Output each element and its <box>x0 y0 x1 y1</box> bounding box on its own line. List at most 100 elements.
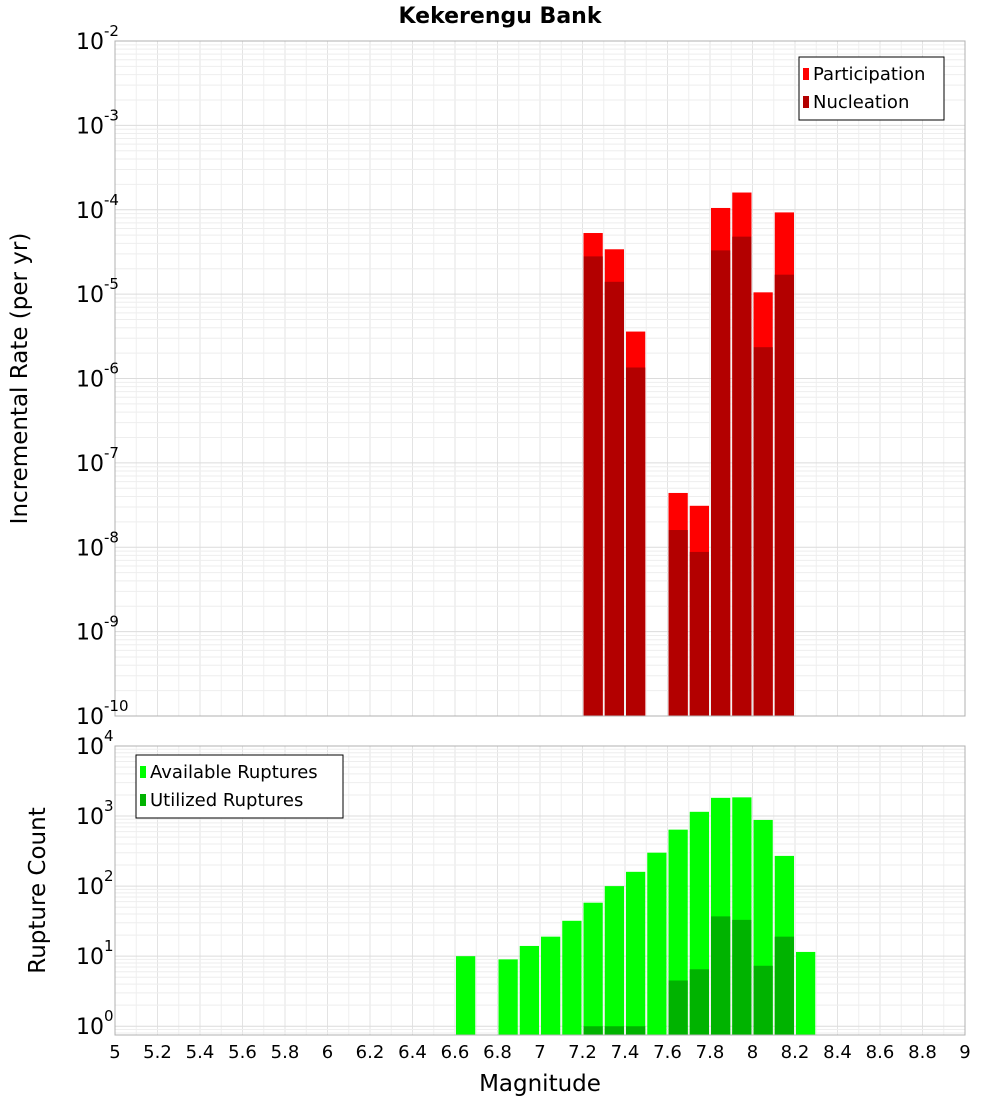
y-tick-label: 10 1 <box>76 937 114 970</box>
y-tick-exponent: -7 <box>104 444 119 462</box>
x-tick-label: 7.2 <box>568 1042 597 1063</box>
x-tick-label: 6.8 <box>483 1042 512 1063</box>
x-tick-label: 6.6 <box>441 1042 470 1063</box>
y-tick-label: 10 3 <box>76 797 114 830</box>
x-tick-label: 5.8 <box>271 1042 300 1063</box>
y-tick-label: 10 4 <box>76 727 114 760</box>
x-tick-label: 8.8 <box>908 1042 937 1063</box>
rate-bar-nucleation <box>711 250 731 717</box>
y-tick-base: 10 <box>76 735 104 760</box>
count-y-axis-label: Rupture Count <box>25 807 51 973</box>
y-tick-exponent: 0 <box>104 1007 114 1025</box>
y-tick-label: 10 -6 <box>76 360 119 393</box>
rate-bar-nucleation <box>668 530 688 716</box>
y-tick-label: 10 -4 <box>76 191 119 224</box>
y-tick-exponent: 3 <box>104 797 114 815</box>
rate-plot: 10-210-310-410-510-610-710-810-910 -10Inc… <box>7 22 966 730</box>
rate-legend: Participation Nucleation <box>798 56 945 121</box>
count-bar-available-ruptures <box>583 902 603 1035</box>
rate-plot-frame <box>114 40 966 717</box>
y-tick-exponent: -8 <box>104 528 119 546</box>
y-tick-label: 10 -5 <box>76 275 119 308</box>
x-tick-label: 5.4 <box>186 1042 215 1063</box>
rate-bar-nucleation <box>583 256 603 716</box>
y-tick-exponent: -9 <box>104 613 119 631</box>
x-tick-label: 5.2 <box>143 1042 172 1063</box>
count-bar-available-ruptures <box>647 852 667 1035</box>
y-tick-label: 10 -7 <box>76 444 119 477</box>
legend-box <box>135 754 344 819</box>
rate-bar-nucleation <box>732 236 752 716</box>
rate-bar-nucleation <box>753 347 773 716</box>
x-tick-label: 8.6 <box>866 1042 895 1063</box>
y-tick-exponent: -2 <box>104 22 119 40</box>
count-bar-available-ruptures <box>796 951 816 1035</box>
legend-label: Participation <box>813 64 925 85</box>
count-bar-utilized-ruptures <box>626 1026 646 1035</box>
count-bar-available-ruptures <box>519 945 539 1035</box>
y-tick-base: 10 <box>76 368 104 393</box>
count-bar-utilized-ruptures <box>583 1026 603 1035</box>
x-tick-label: 8.4 <box>823 1042 852 1063</box>
rate-bar-nucleation <box>604 281 624 716</box>
x-ticks: 5 5.2 5.4 5.6 5.8 6 6.2 6.4 6.6 6.8 7 7.2 7.4 7.6 7.8 8… <box>109 1042 970 1063</box>
legend-label: Nucleation <box>813 92 909 113</box>
rate-bar-nucleation <box>689 551 709 716</box>
x-tick-label: 7.6 <box>653 1042 682 1063</box>
x-tick-label: 6.2 <box>356 1042 385 1063</box>
x-tick-label: 7.4 <box>611 1042 640 1063</box>
legend-label: Utilized Ruptures <box>150 790 303 811</box>
y-tick-exponent: -6 <box>104 360 119 378</box>
y-tick-base: 10 <box>76 114 104 139</box>
y-tick-exponent: -4 <box>104 191 119 209</box>
y-tick-base: 10 <box>76 621 104 646</box>
y-tick-base: 10 <box>76 452 104 477</box>
count-bar-available-ruptures <box>562 920 582 1035</box>
count-plot-frame <box>114 745 966 1036</box>
x-tick-label: 8 <box>747 1042 758 1063</box>
legend-swatch <box>803 68 809 80</box>
x-tick-label: 7.8 <box>696 1042 725 1063</box>
y-tick-exponent: -3 <box>104 106 119 124</box>
y-tick-exponent: -5 <box>104 275 119 293</box>
y-tick-label: 10 -10 <box>76 697 129 730</box>
y-tick-base: 10 <box>76 875 104 900</box>
x-tick-label: 5.6 <box>228 1042 257 1063</box>
y-tick-label: 10 -3 <box>76 106 119 139</box>
count-bars <box>456 797 816 1035</box>
x-axis-label: Magnitude <box>479 1071 601 1097</box>
y-tick-label: 10 -9 <box>76 613 119 646</box>
count-bar-utilized-ruptures <box>774 936 794 1035</box>
y-tick-label: 10 -8 <box>76 528 119 561</box>
y-tick-base: 10 <box>76 705 104 730</box>
count-bar-available-ruptures <box>626 871 646 1035</box>
count-bar-utilized-ruptures <box>753 965 773 1035</box>
count-bar-available-ruptures <box>604 886 624 1035</box>
count-bar-available-ruptures <box>456 956 476 1035</box>
count-bar-utilized-ruptures <box>668 980 688 1035</box>
y-tick-label: 10 -2 <box>76 22 119 55</box>
count-bar-utilized-ruptures <box>711 916 731 1035</box>
y-tick-exponent: -10 <box>104 697 129 715</box>
y-tick-label: 10 2 <box>76 867 114 900</box>
y-tick-base: 10 <box>76 805 104 830</box>
rate-bar-nucleation <box>626 367 646 716</box>
rate-y-axis-label: Incremental Rate (per yr) <box>7 233 33 525</box>
x-tick-label: 6 <box>322 1042 333 1063</box>
count-bar-utilized-ruptures <box>604 1026 624 1035</box>
x-tick-label: 7 <box>534 1042 545 1063</box>
count-bar-available-ruptures <box>498 959 518 1035</box>
rate-bars <box>583 192 794 717</box>
y-tick-exponent: 4 <box>104 727 114 745</box>
rate-gridlines <box>114 40 966 717</box>
y-tick-base: 10 <box>76 945 104 970</box>
legend-box <box>798 56 945 121</box>
count-bar-available-ruptures <box>541 936 561 1035</box>
x-tick-label: 6.4 <box>398 1042 427 1063</box>
legend-swatch <box>803 96 809 108</box>
y-tick-base: 10 <box>76 1015 104 1040</box>
